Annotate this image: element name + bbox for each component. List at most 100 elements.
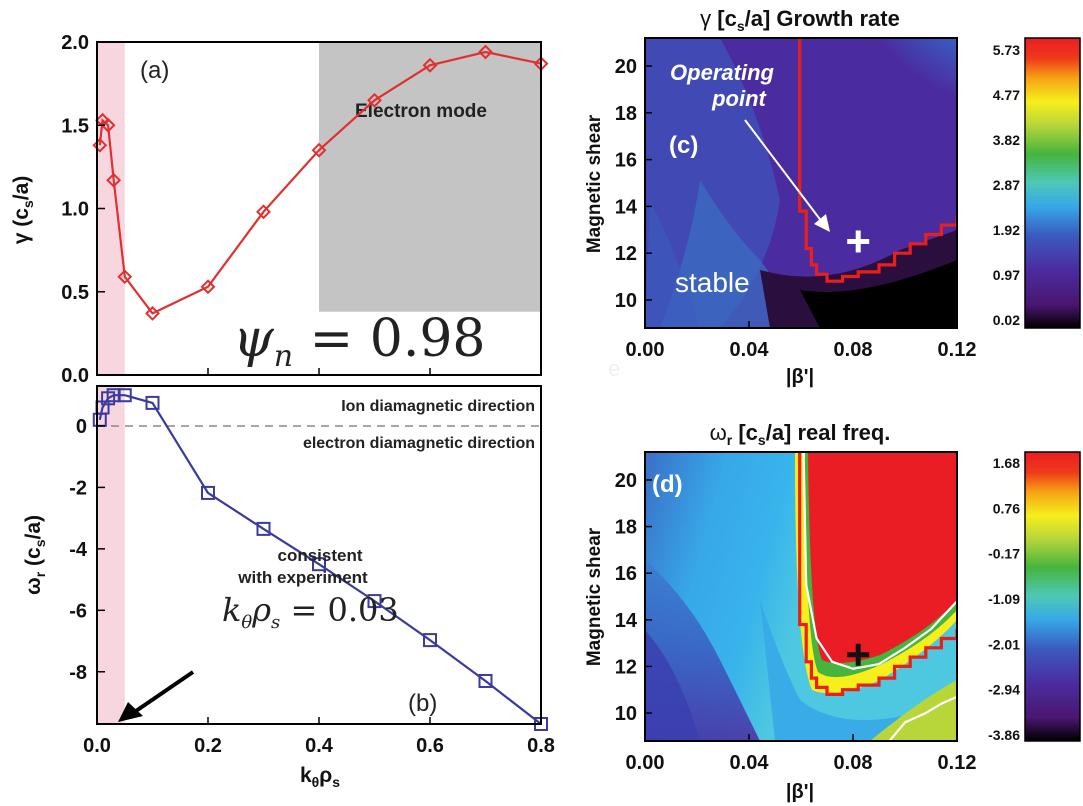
y-tick-labels-b: 0 -2 -4 -6 -8 [69, 416, 105, 684]
y-tick-label: 18 [615, 517, 637, 539]
y-tick-label: -6 [69, 600, 87, 622]
heatmap-c [645, 38, 957, 328]
data-point [106, 172, 122, 188]
low-k-band [97, 386, 125, 724]
x-ticks-a [96, 368, 542, 375]
data-point [200, 279, 216, 295]
y-tick-label: -4 [69, 539, 88, 561]
data-point [256, 204, 271, 220]
x-tick-label: 0.6 [416, 735, 444, 757]
heatmap-d [645, 452, 957, 741]
x-tick-label: 0.04 [730, 339, 770, 361]
data-point [201, 485, 215, 500]
data-point [422, 57, 438, 73]
data-point [423, 633, 437, 648]
x-tick-label: 0.04 [730, 752, 770, 774]
real-frequency-line-panel: Ion diamagnetic direction electron diama… [22, 385, 555, 790]
consistent-note-line2: with experiment [237, 568, 368, 587]
y-tick-label: 10 [615, 290, 637, 312]
stable-label: stable [675, 267, 750, 298]
colorbar-tick-label: -0.17 [988, 546, 1020, 562]
colorbar-tick-label: 0.97 [993, 267, 1020, 283]
y-tick-labels-a: 0.0 0.5 1.0 1.5 2.0 [61, 32, 105, 387]
zero-frequency-contour-d [798, 452, 957, 697]
y-tick-label: 14 [615, 196, 638, 218]
x-axis-label-c: |β'| [786, 366, 814, 388]
y-tick-label: 12 [615, 656, 637, 678]
k-rho-annotation: kθρs = 0.03 [222, 591, 399, 633]
plot-frame-c [644, 37, 958, 329]
x-tick-label: 0.8 [527, 735, 555, 757]
operating-label-1: Operating [670, 60, 774, 85]
colorbar-ticks-c: 5.73 4.77 3.82 2.87 1.92 0.97 0.02 [993, 42, 1020, 328]
colorbar-tick-label: -2.01 [988, 636, 1020, 652]
x-tick-label: 0.08 [834, 752, 873, 774]
operating-label-2: point [711, 86, 767, 111]
y-tick-label: 10 [615, 703, 637, 725]
x-axis-label-d: |β'| [786, 781, 814, 803]
k-rho-arrow-head [118, 702, 143, 722]
real-frequency-heatmap-panel: ωr [cs/a] real freq. (d) 0.00 0.04 0.08 0.1… [584, 420, 1081, 803]
y-tick-label: 1.0 [61, 199, 89, 221]
x-tick-label: 0.0 [83, 735, 111, 757]
y-tick-labels-d: 20 18 16 14 12 10 [615, 470, 652, 725]
white-contour-upper-d [802, 452, 957, 670]
x-tick-label: 0.00 [626, 339, 665, 361]
data-point [92, 137, 108, 153]
psi-n-annotation: ψn = 0.98 [233, 309, 486, 374]
x-tick-label: 0.2 [194, 735, 222, 757]
colorbar-tick-label: 5.73 [993, 42, 1020, 58]
y-tick-label: 0 [76, 416, 87, 438]
colorbar-ticks-d: 1.68 0.76 -0.17 -1.09 -2.01 -2.94 -3.86 [988, 455, 1020, 743]
y-axis-label-a: γ (cs/a) [10, 176, 36, 245]
operating-point-marker-c [847, 230, 870, 253]
data-point [145, 395, 160, 410]
x-axis-label-b: kθρs [300, 764, 340, 790]
y-tick-label: 0.0 [61, 365, 89, 387]
x-tick-label: 0.12 [938, 339, 977, 361]
title-d: ωr [cs/a] real freq. [710, 420, 891, 448]
y-tick-label: 20 [615, 470, 637, 492]
k-rho-arrow-shaft [131, 670, 195, 715]
stray-mark: e [608, 356, 620, 381]
colorbar-tick-label: -2.94 [988, 682, 1020, 698]
y-tick-labels-c: 20 18 16 14 12 10 [615, 56, 652, 312]
x-tick-label: 0.08 [834, 339, 873, 361]
stability-contour-c [798, 38, 957, 283]
colorbar-tick-label: 1.68 [993, 455, 1020, 471]
panel-label-b: (b) [408, 690, 437, 717]
data-point [478, 44, 493, 60]
colorbar-tick-label: -1.09 [988, 591, 1020, 607]
x-tick-label: 0.00 [626, 752, 665, 774]
y-axis-label-d: Magnetic shear [584, 527, 605, 666]
data-point [478, 673, 493, 688]
y-tick-label: 20 [615, 56, 637, 78]
y-tick-label: 18 [615, 103, 637, 125]
y-tick-label: 14 [615, 610, 638, 632]
ion-direction-label: Ion diamagnetic direction [341, 398, 535, 415]
data-point [256, 521, 271, 536]
data-point [367, 92, 382, 108]
colorbar-tick-label: 0.76 [993, 500, 1020, 516]
electron-mode-region [319, 42, 541, 312]
y-tick-label: 0.5 [61, 282, 89, 304]
panel-label-a: (a) [140, 57, 169, 84]
colorbar-tick-label: 1.92 [993, 222, 1020, 238]
real-frequency-markers [92, 388, 548, 731]
colorbar-tick-label: 2.87 [993, 177, 1020, 193]
y-tick-label: -8 [69, 662, 87, 684]
colorbar-tick-label: 0.02 [993, 312, 1020, 328]
consistent-note-line1: consistent [277, 546, 362, 565]
operating-arrow-head [814, 214, 830, 232]
y-tick-label: 2.0 [61, 32, 89, 54]
x-tick-label: 0.4 [305, 735, 334, 757]
colorbar-tick-label: 4.77 [993, 87, 1020, 103]
y-axis-label-b: ωr (cs/a) [22, 515, 48, 595]
growth-rate-line-panel: Electron mode 0.0 0.5 1.0 1.5 2.0 (a) ψn = 0… [10, 32, 549, 387]
y-tick-label: 16 [615, 150, 637, 172]
plot-frame-d [644, 451, 958, 742]
panel-label-c: (c) [669, 132, 698, 159]
y-tick-label: 1.5 [61, 115, 89, 137]
y-tick-label: 12 [615, 243, 637, 265]
